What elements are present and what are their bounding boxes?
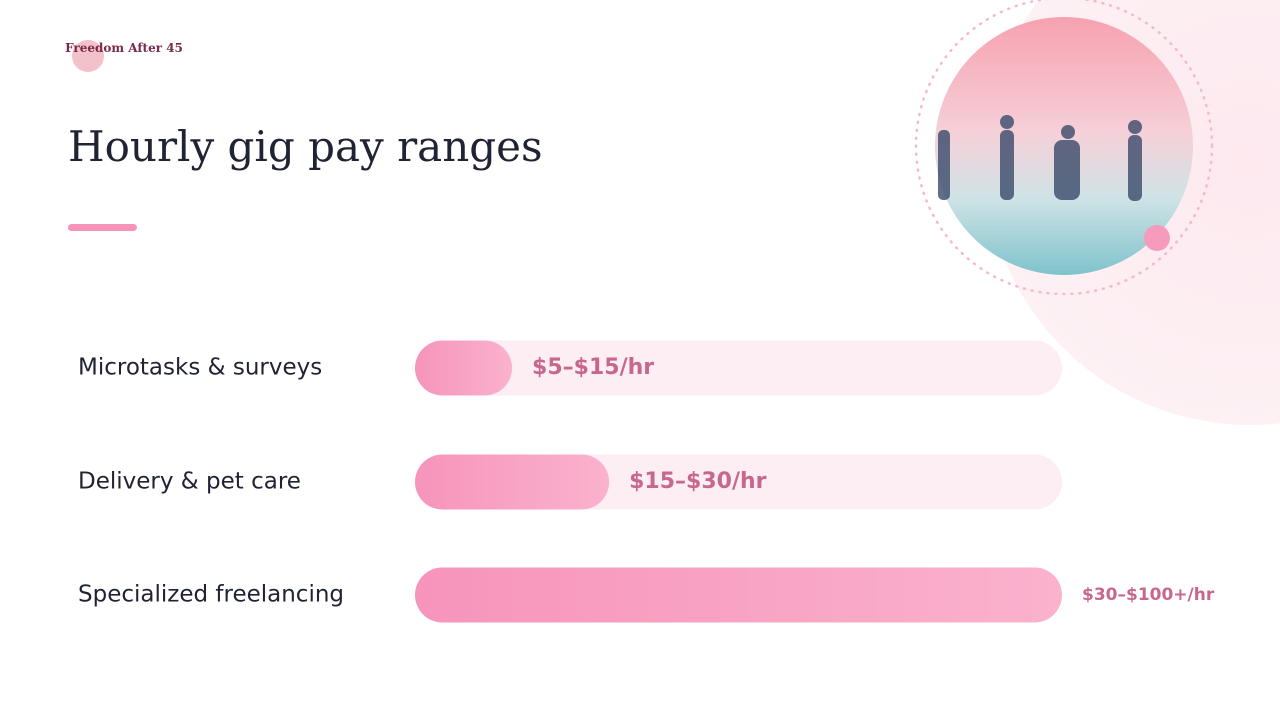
bar <box>415 454 610 510</box>
dotted-ring <box>914 0 1214 296</box>
logo: Freedom After 45 <box>65 40 183 72</box>
chart-title: Hourly gig pay ranges <box>68 122 543 171</box>
title-accent <box>68 224 137 231</box>
value-label: $15–$30/hr <box>629 469 767 494</box>
bar <box>415 567 1062 623</box>
value-label: $5–$15/hr <box>532 355 654 380</box>
category-label: Specialized freelancing <box>78 582 344 608</box>
bar-track <box>415 340 1062 396</box>
category-label: Microtasks & surveys <box>78 355 322 381</box>
logo-text: Freedom After 45 <box>65 41 183 55</box>
bar <box>415 340 513 396</box>
figures <box>938 115 1142 201</box>
value-label: $30–$100+/hr <box>1082 585 1215 605</box>
accent-dot <box>1144 225 1170 251</box>
category-label: Delivery & pet care <box>78 469 301 495</box>
